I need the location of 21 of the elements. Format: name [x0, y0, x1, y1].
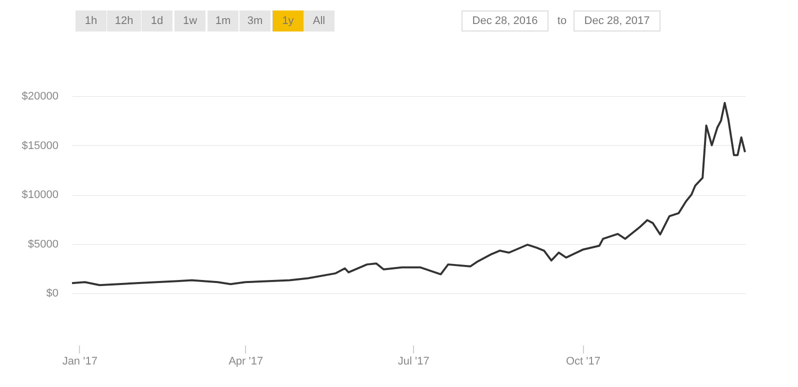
text: 1m: [215, 15, 231, 27]
line-series: [71, 102, 746, 286]
text: 12h: [114, 15, 134, 27]
text: Dec 28, 2016: [472, 15, 538, 27]
text: to: [557, 15, 567, 27]
y-tick-label: $10000: [22, 189, 58, 201]
x-tick-label: Jul '17: [398, 356, 430, 368]
y-tick-label: $20000: [22, 90, 58, 102]
x-tick-label: Oct '17: [566, 356, 600, 368]
text: 1h: [84, 15, 98, 27]
text: 1d: [150, 15, 164, 27]
text: 1w: [182, 15, 198, 27]
x-tick-label: Jan '17: [62, 356, 98, 368]
text: All: [312, 15, 326, 27]
text: Dec 28, 2017: [584, 15, 650, 27]
text: 1y: [282, 15, 294, 27]
y-tick-label: $5000: [28, 238, 58, 250]
y-tick-label: $15000: [22, 140, 58, 152]
y-tick-label: $0: [46, 288, 58, 300]
text: 3m: [247, 15, 263, 27]
x-tick-label: Apr '17: [228, 356, 264, 368]
